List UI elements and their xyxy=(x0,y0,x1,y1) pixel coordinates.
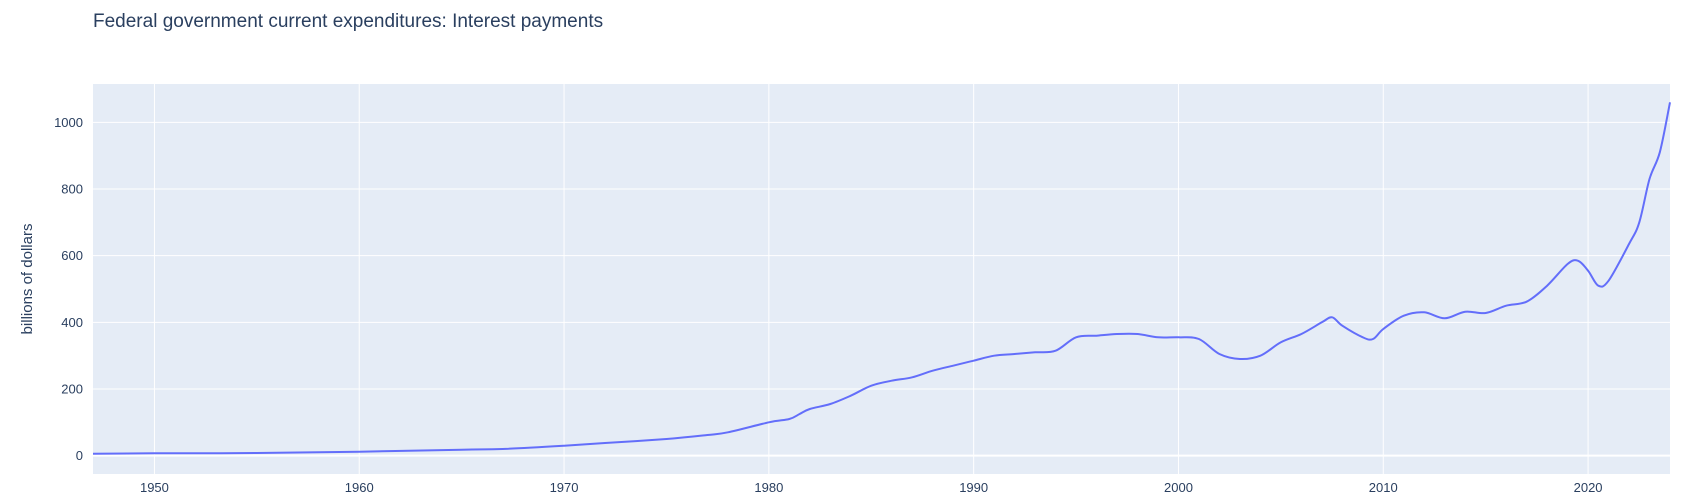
y-gridlines xyxy=(93,121,1670,457)
x-tick-label: 1960 xyxy=(345,480,374,495)
x-tick-label: 1980 xyxy=(754,480,783,495)
plot-area xyxy=(93,84,1670,474)
x-tick-label: 1950 xyxy=(140,480,169,495)
chart-title: Federal government current expenditures:… xyxy=(93,11,603,32)
y-tick-label: 0 xyxy=(76,448,83,463)
y-tick-label: 200 xyxy=(61,382,83,397)
y-tick-label: 400 xyxy=(61,315,83,330)
y-axis: 0 200 400 600 800 1000 xyxy=(54,115,83,463)
x-tick-label: 2010 xyxy=(1369,480,1398,495)
y-tick-label: 1000 xyxy=(54,115,83,130)
x-tick-label: 1970 xyxy=(550,480,579,495)
x-axis: 1950 1960 1970 1980 1990 2000 2010 2020 xyxy=(140,480,1603,495)
y-axis-title: billions of dollars xyxy=(19,224,36,335)
y-tick-label: 600 xyxy=(61,248,83,263)
y-tick-label: 800 xyxy=(61,182,83,197)
x-tick-label: 1990 xyxy=(959,480,988,495)
x-gridlines xyxy=(153,84,1589,474)
series-line xyxy=(92,102,1671,455)
x-tick-label: 2020 xyxy=(1574,480,1603,495)
x-tick-label: 2000 xyxy=(1164,480,1193,495)
